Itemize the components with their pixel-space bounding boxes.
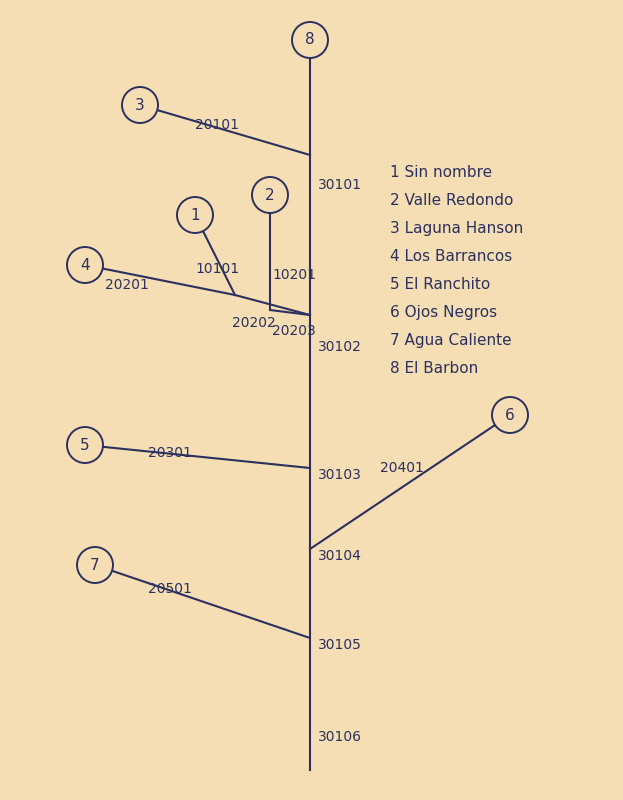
Text: 30104: 30104 [318,549,362,563]
Circle shape [252,177,288,213]
Circle shape [292,22,328,58]
Text: 7: 7 [90,558,100,573]
Text: 3 Laguna Hanson: 3 Laguna Hanson [390,221,523,236]
Text: 2: 2 [265,187,275,202]
Text: 30106: 30106 [318,730,362,744]
Text: 10101: 10101 [195,262,239,276]
Circle shape [77,547,113,583]
Circle shape [67,427,103,463]
Text: 2 Valle Redondo: 2 Valle Redondo [390,193,513,208]
Circle shape [67,247,103,283]
Circle shape [177,197,213,233]
Text: 8 El Barbon: 8 El Barbon [390,361,478,376]
Text: 8: 8 [305,33,315,47]
Text: 5: 5 [80,438,90,453]
Text: 1 Sin nombre: 1 Sin nombre [390,165,492,180]
Circle shape [492,397,528,433]
Text: 20201: 20201 [105,278,149,292]
Text: 20202: 20202 [232,316,276,330]
Text: 4 Los Barrancos: 4 Los Barrancos [390,249,512,264]
Text: 30102: 30102 [318,340,362,354]
Text: 30101: 30101 [318,178,362,192]
Text: 20301: 20301 [148,446,192,460]
Text: 20203: 20203 [272,324,316,338]
Text: 30105: 30105 [318,638,362,652]
Text: 4: 4 [80,258,90,273]
Text: 20401: 20401 [380,461,424,475]
Text: 5 El Ranchito: 5 El Ranchito [390,277,490,292]
Text: 7 Agua Caliente: 7 Agua Caliente [390,333,511,348]
Text: 1: 1 [190,207,200,222]
Text: 6 Ojos Negros: 6 Ojos Negros [390,305,497,320]
Text: 20501: 20501 [148,582,192,596]
Text: 30103: 30103 [318,468,362,482]
Text: 10201: 10201 [272,268,316,282]
Text: 20101: 20101 [195,118,239,132]
Text: 3: 3 [135,98,145,113]
Text: 6: 6 [505,407,515,422]
Circle shape [122,87,158,123]
